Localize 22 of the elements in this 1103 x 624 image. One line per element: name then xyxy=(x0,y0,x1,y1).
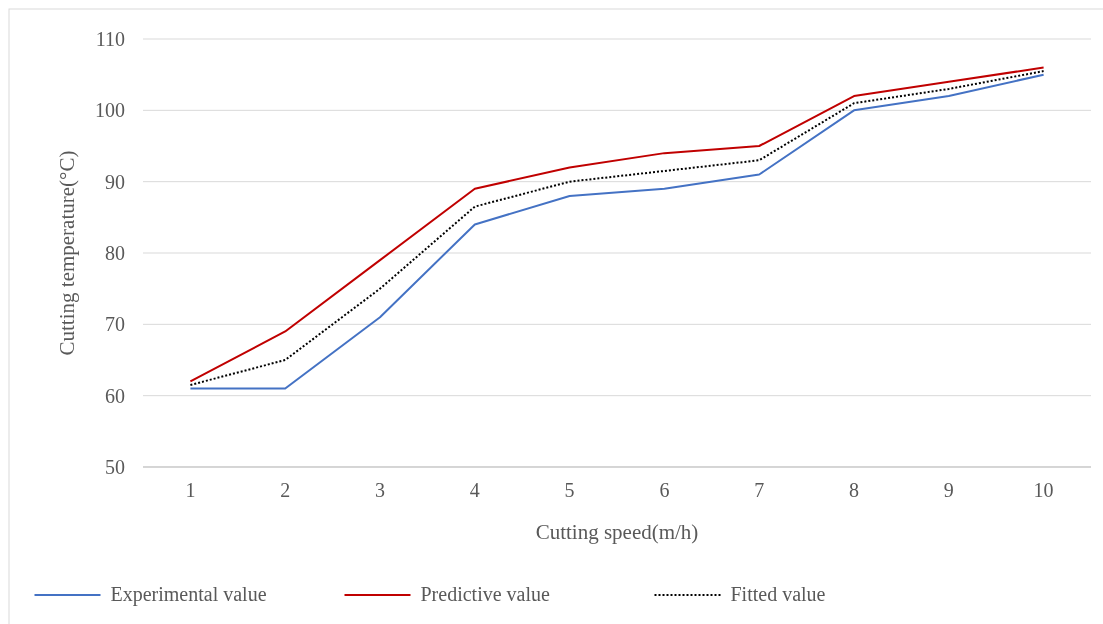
legend-label: Experimental value xyxy=(110,583,267,606)
x-tick-label: 2 xyxy=(280,479,291,501)
legend-label: Fitted value xyxy=(730,583,826,605)
x-tick-label: 6 xyxy=(659,479,670,501)
y-tick-label: 50 xyxy=(105,456,125,478)
x-tick-label: 9 xyxy=(943,479,954,501)
x-tick-label: 4 xyxy=(469,479,480,501)
y-tick-label: 60 xyxy=(105,384,125,407)
y-tick-label: 110 xyxy=(95,28,125,50)
y-tick-label: 100 xyxy=(95,99,125,122)
x-tick-label: 8 xyxy=(849,479,859,501)
y-tick-label: 90 xyxy=(105,170,125,193)
x-axis-title: Cutting speed(m/h) xyxy=(535,520,699,544)
y-axis-title: Cutting temperature(°C) xyxy=(55,150,79,356)
y-tick-label: 70 xyxy=(105,313,125,336)
x-tick-label: 7 xyxy=(754,479,765,501)
x-tick-label: 3 xyxy=(375,479,385,501)
x-tick-label: 10 xyxy=(1033,479,1054,501)
x-tick-label: 1 xyxy=(185,479,196,501)
y-tick-label: 80 xyxy=(105,242,125,264)
x-tick-label: 5 xyxy=(564,479,575,501)
legend-label: Predictive value xyxy=(420,583,551,605)
